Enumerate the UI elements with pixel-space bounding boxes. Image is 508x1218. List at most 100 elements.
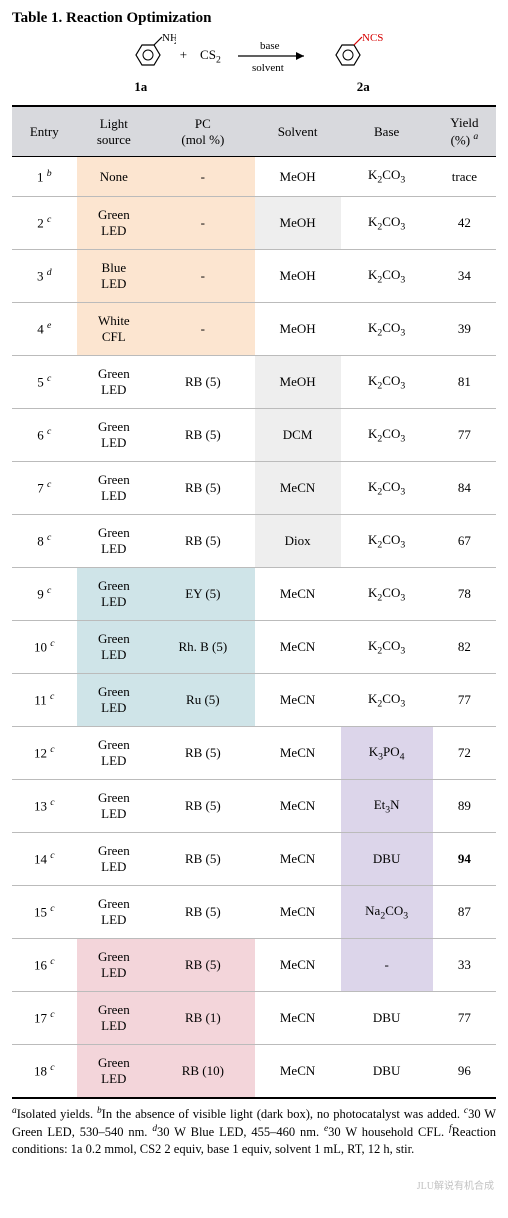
table-row: 11 cGreenLEDRu (5)MeCNK2CO377 — [12, 673, 496, 726]
cell-base: K3PO4 — [341, 726, 433, 779]
cell-solvent: MeCN — [255, 779, 341, 832]
cell-entry: 5 c — [12, 355, 77, 408]
label-2a: 2a — [333, 79, 393, 95]
cs2-label: CS2 — [200, 47, 221, 62]
cell-light: GreenLED — [77, 461, 151, 514]
cell-yield: 72 — [433, 726, 496, 779]
cell-yield: 67 — [433, 514, 496, 567]
cell-pc: RB (5) — [151, 832, 255, 885]
cell-yield: 89 — [433, 779, 496, 832]
table-header-row: Entry Lightsource PC(mol %) Solvent Base… — [12, 106, 496, 157]
cell-entry: 17 c — [12, 991, 77, 1044]
cell-pc: - — [151, 157, 255, 197]
cell-entry: 12 c — [12, 726, 77, 779]
col-solvent: Solvent — [255, 106, 341, 157]
cell-entry: 16 c — [12, 938, 77, 991]
cell-yield: 84 — [433, 461, 496, 514]
cell-entry: 18 c — [12, 1044, 77, 1098]
col-yield: Yield(%) a — [433, 106, 496, 157]
benzene-nh2-icon: NH 2 — [124, 33, 176, 79]
cell-base: K2CO3 — [341, 461, 433, 514]
cell-light: GreenLED — [77, 938, 151, 991]
table-row: 16 cGreenLEDRB (5)MeCN-33 — [12, 938, 496, 991]
cell-solvent: MeCN — [255, 726, 341, 779]
watermark: JLU解说有机合成 — [417, 1177, 494, 1192]
footnote-e: 30 W household CFL. — [328, 1125, 444, 1139]
table-row: 10 cGreenLEDRh. B (5)MeCNK2CO382 — [12, 620, 496, 673]
table-title: Table 1. Reaction Optimization — [12, 10, 496, 27]
cell-base: K2CO3 — [341, 673, 433, 726]
cell-base: K2CO3 — [341, 196, 433, 249]
cell-solvent: MeOH — [255, 355, 341, 408]
cell-entry: 1 b — [12, 157, 77, 197]
cell-pc: Rh. B (5) — [151, 620, 255, 673]
cell-pc: - — [151, 302, 255, 355]
cell-entry: 10 c — [12, 620, 77, 673]
cell-yield: 77 — [433, 991, 496, 1044]
cell-yield: 87 — [433, 885, 496, 938]
cell-yield: 42 — [433, 196, 496, 249]
cell-light: GreenLED — [77, 1044, 151, 1098]
cell-base: K2CO3 — [341, 514, 433, 567]
cell-yield: 39 — [433, 302, 496, 355]
cell-light: GreenLED — [77, 408, 151, 461]
cell-entry: 8 c — [12, 514, 77, 567]
cell-yield: 77 — [433, 673, 496, 726]
cell-pc: RB (5) — [151, 408, 255, 461]
benzene-ncs-icon: NCS — [324, 33, 384, 79]
cell-yield: 81 — [433, 355, 496, 408]
table-row: 9 cGreenLEDEY (5)MeCNK2CO378 — [12, 567, 496, 620]
col-pc: PC(mol %) — [151, 106, 255, 157]
cell-solvent: MeOH — [255, 157, 341, 197]
cell-entry: 6 c — [12, 408, 77, 461]
table-row: 4 eWhiteCFL-MeOHK2CO339 — [12, 302, 496, 355]
table-row: 7 cGreenLEDRB (5)MeCNK2CO384 — [12, 461, 496, 514]
table-row: 18 cGreenLEDRB (10)MeCNDBU96 — [12, 1044, 496, 1098]
cell-entry: 13 c — [12, 779, 77, 832]
cell-base: K2CO3 — [341, 157, 433, 197]
table-row: 8 cGreenLEDRB (5)DioxK2CO367 — [12, 514, 496, 567]
cell-light: BlueLED — [77, 249, 151, 302]
cell-solvent: MeCN — [255, 938, 341, 991]
cell-pc: RB (5) — [151, 726, 255, 779]
table-row: 2 cGreenLED-MeOHK2CO342 — [12, 196, 496, 249]
cell-yield: 94 — [433, 832, 496, 885]
cell-entry: 3 d — [12, 249, 77, 302]
table-row: 13 cGreenLEDRB (5)MeCNEt3N89 — [12, 779, 496, 832]
cell-light: GreenLED — [77, 779, 151, 832]
cell-light: GreenLED — [77, 196, 151, 249]
cell-entry: 7 c — [12, 461, 77, 514]
table-row: 1 bNone-MeOHK2CO3trace — [12, 157, 496, 197]
optimization-table: Entry Lightsource PC(mol %) Solvent Base… — [12, 105, 496, 1099]
cell-solvent: MeCN — [255, 567, 341, 620]
cell-base: K2CO3 — [341, 302, 433, 355]
cell-light: WhiteCFL — [77, 302, 151, 355]
footnote-a: Isolated yields. — [17, 1107, 93, 1121]
cell-base: DBU — [341, 991, 433, 1044]
cell-entry: 11 c — [12, 673, 77, 726]
cell-pc: RB (5) — [151, 355, 255, 408]
cell-pc: RB (1) — [151, 991, 255, 1044]
cell-pc: RB (5) — [151, 461, 255, 514]
cell-light: GreenLED — [77, 620, 151, 673]
cell-pc: RB (10) — [151, 1044, 255, 1098]
cell-base: DBU — [341, 1044, 433, 1098]
col-entry: Entry — [12, 106, 77, 157]
cell-solvent: MeOH — [255, 249, 341, 302]
cell-solvent: DCM — [255, 408, 341, 461]
table-row: 12 cGreenLEDRB (5)MeCNK3PO472 — [12, 726, 496, 779]
cell-base: - — [341, 938, 433, 991]
svg-text:NCS: NCS — [362, 33, 383, 44]
plus-label: + — [180, 47, 187, 62]
cell-base: K2CO3 — [341, 567, 433, 620]
footnote-b: In the absence of visible light (dark bo… — [102, 1107, 460, 1121]
cell-light: GreenLED — [77, 567, 151, 620]
cell-entry: 14 c — [12, 832, 77, 885]
cell-light: GreenLED — [77, 991, 151, 1044]
base-label: base — [260, 40, 280, 52]
cell-solvent: MeCN — [255, 991, 341, 1044]
cell-base: DBU — [341, 832, 433, 885]
cell-pc: RB (5) — [151, 885, 255, 938]
cell-yield: 96 — [433, 1044, 496, 1098]
table-row: 5 cGreenLEDRB (5)MeOHK2CO381 — [12, 355, 496, 408]
